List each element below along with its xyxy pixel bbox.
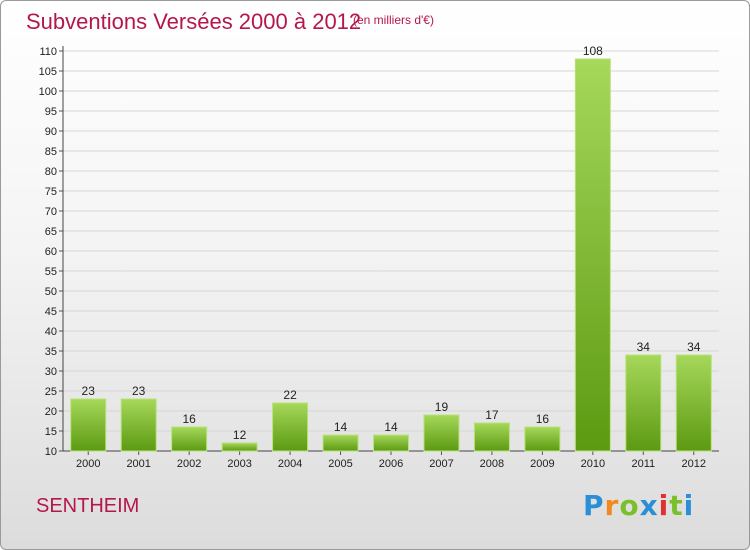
x-tick-label: 2012 <box>682 458 706 470</box>
x-tick-label: 2006 <box>379 458 403 470</box>
logo-letter: r <box>604 489 620 522</box>
grid-lines <box>63 50 719 432</box>
y-tick-label: 65 <box>45 226 57 238</box>
bar-2000 <box>70 398 107 452</box>
data-label-2004: 22 <box>283 388 297 402</box>
x-tick-label: 2001 <box>126 458 150 470</box>
y-tick-label: 50 <box>45 286 57 298</box>
bar-2002 <box>171 426 208 452</box>
data-label-2005: 14 <box>334 420 348 434</box>
y-tick-label: 15 <box>45 426 57 438</box>
y-tick-label: 35 <box>45 346 57 358</box>
data-label-2010: 108 <box>583 44 603 58</box>
logo-letter: i <box>683 489 695 522</box>
bar-2010 <box>574 58 611 452</box>
y-tick-label: 45 <box>45 306 57 318</box>
x-tick-label: 2005 <box>328 458 352 470</box>
y-tick-label: 20 <box>45 406 57 418</box>
data-label-2000: 23 <box>82 384 96 398</box>
y-tick-label: 90 <box>45 126 57 138</box>
data-label-2011: 34 <box>637 340 651 354</box>
x-tick-label: 2008 <box>480 458 504 470</box>
chart-title: Subventions Versées 2000 à 2012 <box>26 9 362 34</box>
logo-letter: t <box>669 489 684 522</box>
bar-2011 <box>625 354 662 452</box>
data-label-2002: 16 <box>182 412 196 426</box>
x-tick-label: 2002 <box>177 458 201 470</box>
y-tick-label: 70 <box>45 206 57 218</box>
logo-letter: i <box>658 489 670 522</box>
data-label-2007: 19 <box>435 400 449 414</box>
y-tick-label: 110 <box>39 46 57 58</box>
y-tick-label: 55 <box>45 266 57 278</box>
data-label-2003: 12 <box>233 428 247 442</box>
bar-2003 <box>221 442 258 452</box>
chart-subtitle: (en milliers d'€) <box>353 13 434 27</box>
bar-2007 <box>423 414 460 452</box>
y-tick-label: 10 <box>45 446 57 458</box>
bar-2004 <box>272 402 309 452</box>
y-tick-label: 85 <box>45 146 57 158</box>
y-tick-label: 60 <box>45 246 57 258</box>
y-tick-label: 75 <box>45 186 57 198</box>
y-tick-label: 30 <box>45 366 57 378</box>
x-tick-label: 2004 <box>278 458 302 470</box>
x-tick-label: 2009 <box>530 458 554 470</box>
y-tick-label: 40 <box>45 326 57 338</box>
bars <box>70 58 712 452</box>
bar-2001 <box>120 398 157 452</box>
bar-2005 <box>322 434 359 452</box>
data-label-2001: 23 <box>132 384 146 398</box>
y-tick-label: 80 <box>45 166 57 178</box>
x-tick-label: 2007 <box>429 458 453 470</box>
data-label-2012: 34 <box>687 340 701 354</box>
x-tick-label: 2010 <box>581 458 605 470</box>
y-tick-label: 100 <box>39 86 57 98</box>
y-tick-label: 25 <box>45 386 57 398</box>
logo-letter: o <box>619 489 640 522</box>
data-label-2009: 16 <box>536 412 550 426</box>
bar-2006 <box>373 434 409 452</box>
data-label-2008: 17 <box>485 408 499 422</box>
logo-letter: x <box>639 489 659 522</box>
data-label-2006: 14 <box>384 420 398 434</box>
y-tick-label: 95 <box>45 106 57 118</box>
x-tick-label: 2003 <box>227 458 251 470</box>
x-tick-label: 2011 <box>631 458 655 470</box>
municipality-name: SENTHEIM <box>36 495 140 517</box>
proxiti-logo[interactable]: Proxiti <box>583 489 694 522</box>
x-tick-label: 2000 <box>76 458 100 470</box>
labels: 23 2000 23 2001 16 2002 12 2003 22 2004 14 2005 14 20… <box>76 44 706 470</box>
bar-2008 <box>473 422 510 452</box>
bar-2009 <box>524 426 561 452</box>
logo-letter: P <box>583 489 605 522</box>
bar-2012 <box>675 354 712 452</box>
y-tick-label: 105 <box>39 66 57 78</box>
